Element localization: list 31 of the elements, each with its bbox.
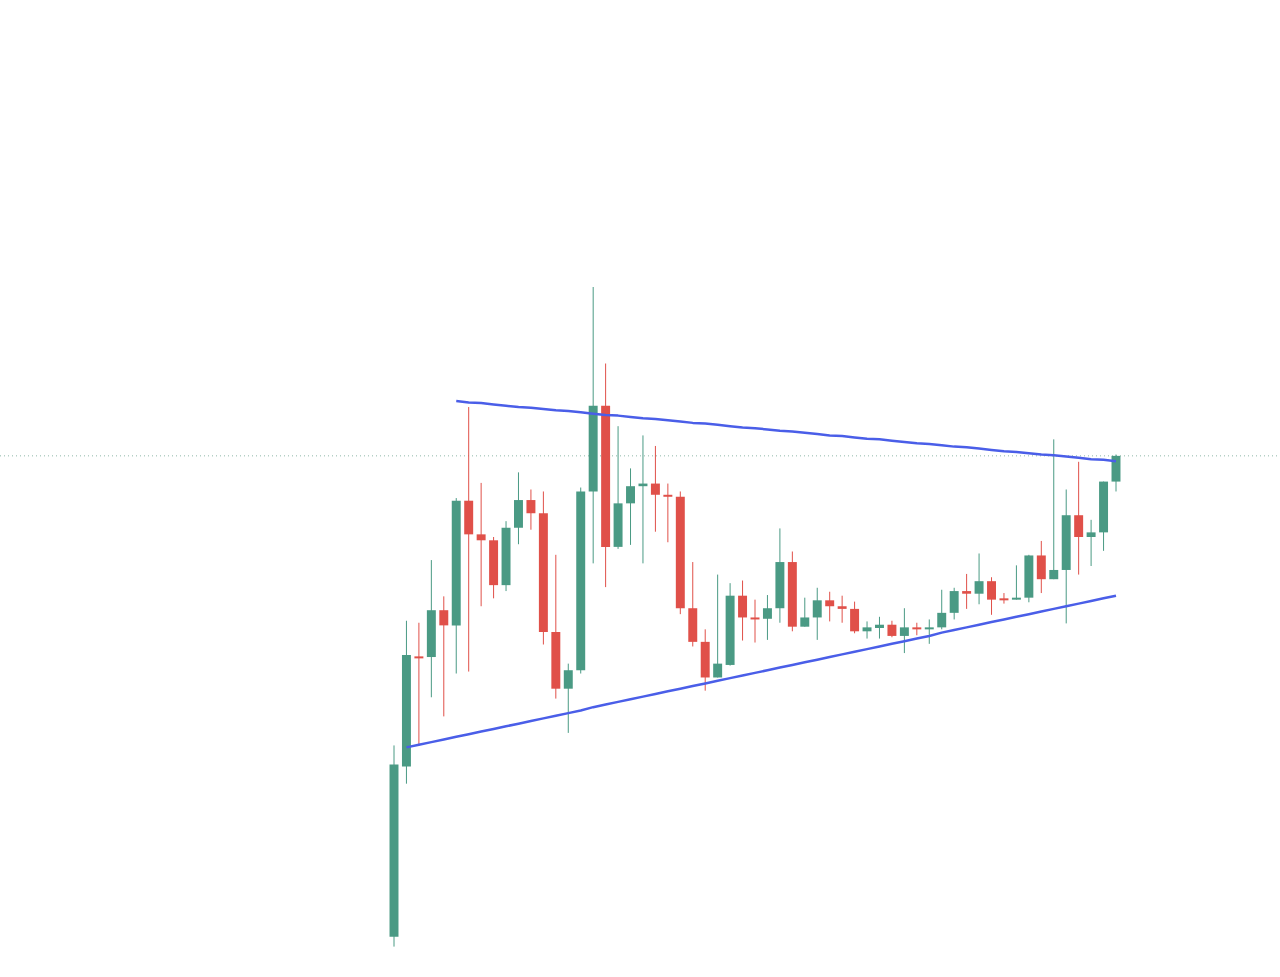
candlestick [663, 483, 673, 543]
candlestick [762, 594, 772, 641]
candlestick [414, 622, 424, 746]
candlestick [650, 445, 660, 533]
candlestick [476, 482, 486, 607]
candlestick [875, 616, 884, 640]
candlestick [949, 587, 959, 620]
candlestick [899, 607, 909, 654]
candlestick [800, 597, 810, 628]
candlestick [1074, 461, 1084, 576]
candlestick [974, 552, 984, 605]
candlestick [526, 489, 536, 531]
candlestick [812, 587, 822, 641]
candlestick [563, 663, 573, 734]
candlestick [962, 573, 972, 610]
candlestick [1086, 519, 1096, 567]
candlestick [999, 592, 1009, 605]
candlestick [837, 595, 847, 624]
candlestick [1049, 438, 1059, 580]
candlestick [738, 580, 748, 642]
candlestick [1011, 564, 1021, 601]
candlestick [626, 467, 635, 546]
candlestick [862, 620, 872, 640]
candlestick [850, 601, 860, 634]
candlestick [439, 595, 449, 717]
candlestick [713, 574, 723, 678]
candlestick [1036, 540, 1046, 594]
candlestick [924, 618, 934, 645]
candlestick [937, 589, 947, 630]
candlestick [987, 576, 996, 616]
candlestick [825, 591, 835, 622]
